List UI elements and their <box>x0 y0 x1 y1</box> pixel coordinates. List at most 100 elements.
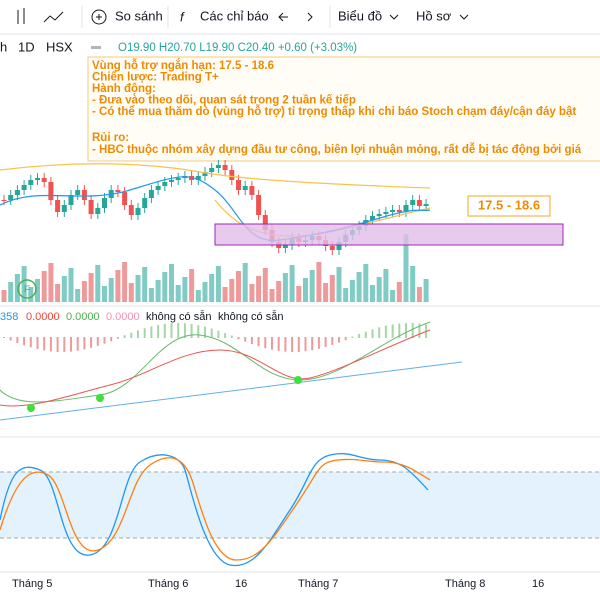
x-axis: Tháng 5 Tháng 6 16 Tháng 7 Tháng 8 16 <box>12 578 544 590</box>
volume <box>135 275 141 302</box>
hist <box>130 332 133 338</box>
hist <box>271 337 273 350</box>
collapse[interactable] <box>91 46 101 49</box>
candle <box>262 215 268 230</box>
hist <box>210 328 213 338</box>
hist <box>344 337 347 341</box>
hist <box>331 337 334 345</box>
candle <box>376 214 382 216</box>
profile-button[interactable]: Hồ sơ <box>416 8 452 23</box>
candle <box>249 186 255 195</box>
ind-na1: không có sẵn <box>146 310 211 323</box>
candle <box>410 200 416 205</box>
hist <box>297 337 300 352</box>
hist <box>150 326 153 338</box>
hist <box>183 323 186 338</box>
hist <box>224 333 227 338</box>
marker <box>17 279 37 299</box>
volume <box>88 273 94 302</box>
candle <box>115 190 121 192</box>
candle <box>222 165 228 170</box>
signal-line <box>0 329 431 407</box>
candle <box>236 180 241 190</box>
hist <box>3 337 5 338</box>
hist <box>324 337 327 347</box>
fx-icon: f <box>180 9 185 24</box>
hist <box>411 323 414 338</box>
x-label: Tháng 8 <box>445 578 485 590</box>
volume <box>256 276 262 302</box>
toolbar <box>0 0 600 34</box>
candle <box>396 210 402 212</box>
hist <box>43 337 46 351</box>
candle <box>155 186 161 190</box>
volume <box>376 277 382 302</box>
hist <box>63 337 66 352</box>
candle <box>48 182 54 200</box>
chart-button[interactable]: Biểu đồ <box>338 8 382 23</box>
hist <box>23 337 26 346</box>
volume <box>122 262 128 302</box>
candle <box>282 245 288 248</box>
volume <box>316 262 322 302</box>
volume <box>423 279 429 302</box>
hist <box>244 337 247 342</box>
candle <box>256 195 262 215</box>
volume <box>390 290 396 302</box>
volume <box>410 266 416 302</box>
compare-button[interactable]: So sánh <box>115 8 163 23</box>
candle <box>68 195 74 205</box>
volume <box>189 269 195 302</box>
volume <box>8 282 14 302</box>
x-label: Tháng 7 <box>298 578 338 590</box>
volume <box>128 283 134 302</box>
volume <box>269 289 275 302</box>
hist <box>170 323 173 338</box>
candle <box>229 170 235 180</box>
volume <box>182 277 188 302</box>
note-line: Chiến lược: Trading T+ <box>92 72 219 84</box>
volume <box>195 290 201 302</box>
hist <box>83 337 86 350</box>
volume <box>148 288 154 302</box>
candle <box>1 200 7 201</box>
hist <box>29 337 32 348</box>
indicators-button[interactable]: Các chỉ báo <box>200 8 269 23</box>
stoch-k <box>0 453 429 567</box>
volume <box>95 265 101 302</box>
dot <box>294 376 302 384</box>
x-label: Tháng 6 <box>148 578 188 590</box>
hist <box>36 337 39 350</box>
volume <box>21 266 27 302</box>
hist <box>384 325 387 338</box>
hist <box>405 323 407 338</box>
candle <box>14 190 20 195</box>
candle <box>370 216 375 220</box>
ma-fast <box>0 176 431 242</box>
hist <box>9 337 12 341</box>
volume <box>81 281 87 302</box>
hist <box>96 337 99 346</box>
volume <box>396 282 402 302</box>
volume <box>75 289 81 302</box>
candle <box>383 212 389 214</box>
volume <box>108 278 114 302</box>
toolbar-icons <box>17 8 469 25</box>
hist <box>143 328 146 338</box>
volume <box>28 287 34 302</box>
volume <box>155 280 161 302</box>
hist <box>317 337 320 349</box>
hist <box>338 337 340 343</box>
candle <box>61 205 67 212</box>
hist <box>277 337 280 351</box>
stoch-band <box>0 472 600 538</box>
candle <box>148 190 154 198</box>
volume <box>336 267 342 302</box>
candle <box>215 165 221 168</box>
candle <box>195 176 201 180</box>
candle <box>81 190 87 200</box>
volume <box>68 268 74 302</box>
support-zone <box>214 223 564 246</box>
trendline <box>0 361 463 421</box>
